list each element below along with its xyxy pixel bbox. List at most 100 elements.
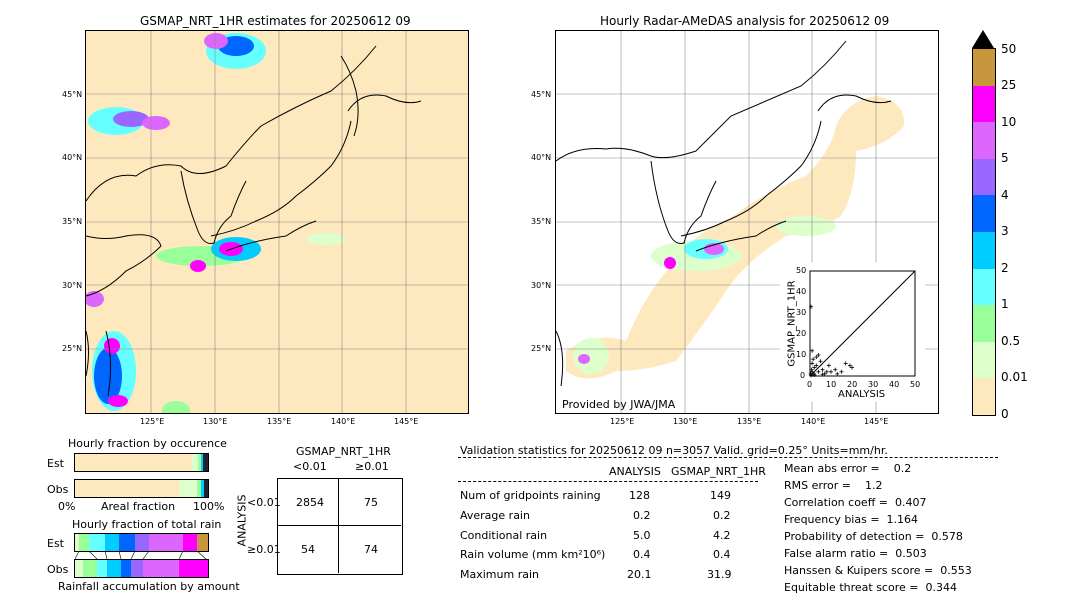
validation-row-analysis: 0.4: [633, 548, 651, 561]
total-rain-footer: Rainfall accumulation by amount: [58, 580, 240, 593]
scatter-point: [829, 369, 833, 374]
scatter-ytick-20: 20: [796, 329, 807, 338]
left-lat-label-35: 35°N: [62, 217, 83, 226]
validation-row-analysis: 20.1: [627, 568, 652, 581]
scatter-point: [814, 355, 819, 360]
colorbar-extend-arrow: [972, 30, 994, 48]
colorbar-segment: [973, 85, 995, 123]
validation-row-label: Conditional rain: [460, 529, 548, 542]
rain-patches-left: [86, 33, 346, 413]
left-map-canvas: [86, 31, 468, 413]
occurrence-axis-mid: Areal fraction: [101, 500, 176, 513]
scatter-point: [847, 363, 852, 368]
scatter-xtick-50: 50: [910, 380, 921, 389]
right-lon-label-145: 145°E: [864, 417, 889, 426]
scatter-point: [835, 371, 840, 376]
occurrence-axis-right: 100%: [193, 500, 225, 513]
scatter-point: [820, 372, 825, 377]
score-hk: Hanssen & Kuipers score = 0.553: [784, 564, 972, 577]
total-rain-bar-est: [74, 533, 209, 552]
colorbar-label-4: 4: [1001, 188, 1009, 202]
colorbar-segment: [973, 122, 995, 159]
scatter-ytick-50: 50: [796, 266, 807, 275]
scatter-ytick-10: 10: [796, 350, 807, 359]
colorbar-label-1: 1: [1001, 297, 1009, 311]
occurrence-axis-left: 0%: [58, 500, 76, 513]
validation-row-label: Num of gridpoints raining: [460, 489, 601, 502]
right-lon-label-140: 140°E: [801, 417, 826, 426]
colorbar-segment: [973, 341, 995, 379]
validation-row-gsmap: 31.9: [707, 568, 732, 581]
colorbar-label-0.5: 0.5: [1001, 334, 1021, 348]
score-pod: Probability of detection = 0.578: [784, 530, 963, 543]
scatter-ytick-30: 30: [796, 308, 807, 317]
contingency-cell-10: 54: [301, 543, 315, 556]
scatter-xtick-20: 20: [847, 380, 858, 389]
colorbar-label-50: 50: [1001, 42, 1017, 56]
scatter-point: [822, 371, 827, 376]
colorbar-label-10: 10: [1001, 115, 1017, 129]
scatter-xtick-30: 30: [868, 380, 879, 389]
validation-row-gsmap: 4.2: [713, 529, 731, 542]
right-lon-label-135: 135°E: [737, 417, 762, 426]
scatter-point: [809, 304, 814, 309]
validation-col-gsmap: GSMAP_NRT_1HR: [671, 465, 766, 478]
scatter-point: [812, 365, 817, 370]
left-lon-label-125: 125°E: [140, 417, 165, 426]
scatter-xlabel: ANALYSIS: [838, 389, 886, 400]
scatter-point: [811, 357, 816, 362]
score-mae: Mean abs error = 0.2: [784, 462, 912, 475]
score-freq-bias: Frequency bias = 1.164: [784, 513, 919, 526]
right-lat-label-35: 35°N: [531, 217, 552, 226]
scatter-ytick-0: 0: [800, 371, 806, 380]
colorbar-segment: [973, 195, 995, 232]
radar-coverage: [566, 96, 905, 379]
validation-row-analysis: 128: [629, 489, 650, 502]
left-lat-label-25: 25°N: [62, 344, 83, 353]
colorbar-label-0: 0: [1001, 407, 1009, 421]
validation-row-analysis: 5.0: [633, 529, 651, 542]
contingency-cell-11: 74: [364, 543, 378, 556]
colorbar-label-25: 25: [1001, 78, 1017, 92]
colorbar-segment: [973, 378, 995, 415]
colorbar: [972, 48, 996, 416]
validation-row-gsmap: 149: [710, 489, 731, 502]
left-lon-label-135: 135°E: [267, 417, 292, 426]
contingency-col-ge: ≥0.01: [355, 460, 389, 473]
scatter-point: [818, 359, 823, 364]
scatter-point: [826, 363, 831, 368]
scatter-point: [816, 369, 821, 374]
validation-header-rule: [458, 457, 998, 458]
scatter-point: [850, 365, 854, 370]
scatter-point: [833, 367, 838, 372]
left-coastline: [86, 45, 422, 397]
scatter-xtick-0: 0: [807, 380, 813, 389]
scatter-point: [810, 348, 815, 353]
validation-row-label: Average rain: [460, 509, 530, 522]
score-ets: Equitable threat score = 0.344: [784, 581, 957, 594]
contingency-cell-00: 2854: [296, 496, 324, 509]
scatter-point: [810, 369, 815, 374]
left-grid: [86, 31, 468, 413]
contingency-col-lt: <0.01: [293, 460, 327, 473]
validation-row-gsmap: 0.2: [713, 509, 731, 522]
score-rmse: RMS error = 1.2: [784, 479, 883, 492]
validation-header: Validation statistics for 20250612 09 n=…: [460, 444, 888, 457]
contingency-row-ge: ≥0.01: [247, 543, 281, 556]
colorbar-label-5: 5: [1001, 151, 1009, 165]
contingency-title: GSMAP_NRT_1HR: [296, 445, 391, 458]
scatter-point: [820, 367, 825, 372]
score-corr: Correlation coeff = 0.407: [784, 496, 927, 509]
scatter-plot: [808, 270, 916, 378]
validation-row-label: Maximum rain: [460, 568, 539, 581]
colorbar-segment: [973, 158, 995, 196]
left-lon-label-140: 140°E: [331, 417, 356, 426]
contingency-ylabel: ANALYSIS: [235, 494, 249, 547]
total-rain-row-obs: Obs: [47, 563, 69, 576]
right-lon-label-130: 130°E: [673, 417, 698, 426]
scatter-xtick-10: 10: [826, 380, 837, 389]
left-lat-label-45: 45°N: [62, 90, 83, 99]
colorbar-label-2: 2: [1001, 261, 1009, 275]
right-lat-label-40: 40°N: [531, 153, 552, 162]
contingency-row-lt: <0.01: [247, 496, 281, 509]
